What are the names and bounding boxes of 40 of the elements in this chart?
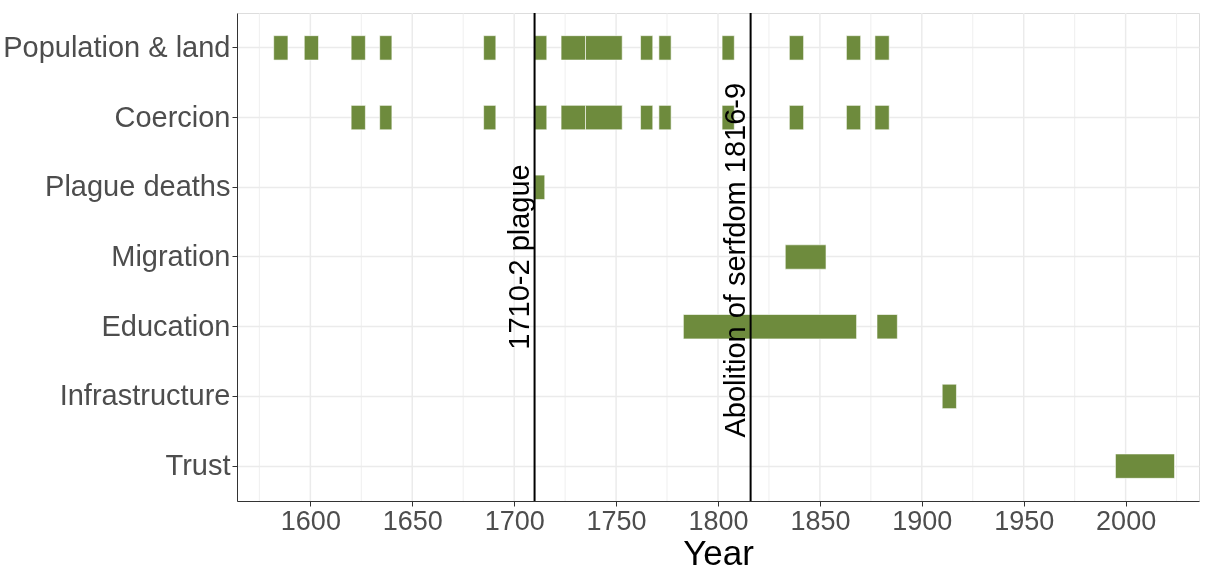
bar	[350, 35, 366, 61]
bar	[640, 35, 654, 61]
y-tick-label: Migration	[111, 240, 231, 272]
bar	[789, 35, 804, 61]
bar	[874, 35, 890, 61]
y-tick-label: Trust	[165, 449, 231, 482]
bar	[721, 35, 735, 61]
bar	[1115, 453, 1175, 479]
y-tick-label: Population & land	[3, 30, 231, 63]
y-tick-label: Plague deaths	[45, 170, 231, 203]
bar	[350, 105, 366, 131]
x-tick-label: 1700	[484, 505, 545, 536]
x-tick-label: 1850	[790, 505, 851, 536]
bar	[658, 35, 672, 61]
x-tick-label: 2000	[1096, 505, 1157, 536]
x-tick-label: 1650	[382, 505, 443, 536]
bar	[273, 35, 289, 61]
bar	[941, 383, 957, 409]
ref-line-label: Abolition of serfdom 1816-9	[718, 82, 751, 438]
y-tick-label: Infrastructure	[59, 379, 231, 412]
x-tick-label: 1950	[994, 505, 1055, 536]
bar	[784, 244, 827, 270]
bar	[658, 105, 672, 131]
y-tick-label: Education	[101, 309, 231, 342]
ref-line-label: 1710-2 plague	[502, 164, 535, 350]
bar	[303, 35, 319, 61]
bar	[640, 105, 654, 131]
bar	[874, 105, 890, 131]
bar	[379, 105, 393, 131]
bar	[789, 105, 804, 131]
bar	[379, 35, 393, 61]
bar	[483, 105, 497, 131]
bar	[846, 105, 861, 131]
y-tick-label: Coercion	[114, 100, 231, 133]
bar	[483, 35, 497, 61]
x-tick-label: 1750	[586, 505, 647, 536]
x-tick-label: 1900	[892, 505, 953, 536]
bar	[876, 314, 898, 340]
bar	[846, 35, 861, 61]
x-tick-label: 1600	[280, 505, 341, 536]
